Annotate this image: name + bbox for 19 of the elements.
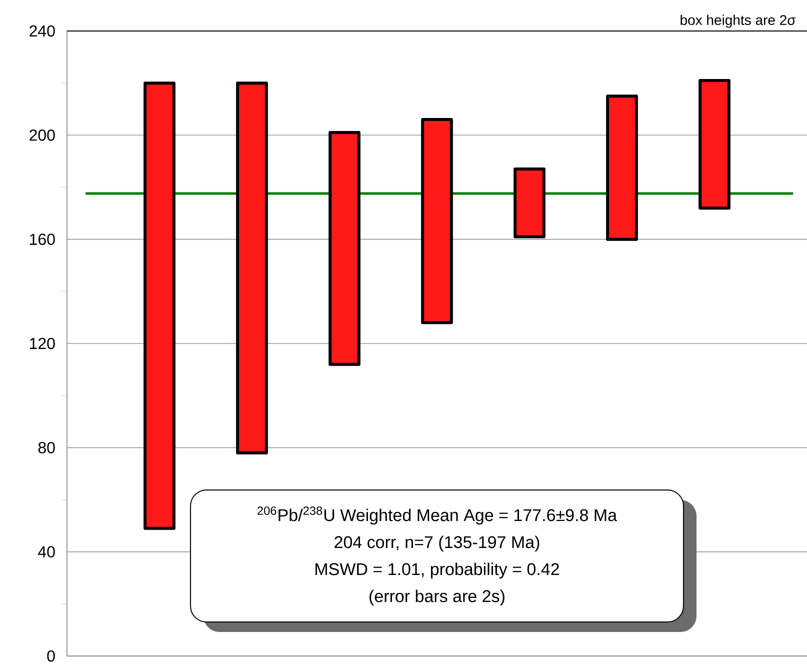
annotation: 204 corr, n=7 (135-197 Ma) [334,536,540,552]
bar [698,78,730,210]
annotation: $^{206}$Pb/$^{238}$U Weighted Mean Age = 177.6±9.8 Ma [258,506,618,525]
text: box heights are 2σ [680,14,796,28]
y-tick-label: 120 [30,338,55,350]
bar [328,131,360,366]
y-tick-label: 240 [30,25,55,37]
annotation: MSWD = 1.01, probability = 0.42 [316,562,559,579]
annotation: (error bars are 2s) [370,590,504,606]
y-tick-label: 80 [38,442,55,454]
bar [144,82,176,530]
y-tick-label: 200 [30,130,55,141]
bar [606,94,638,241]
y-tick-label: 160 [30,234,55,245]
bar [514,168,546,238]
y-tick-label: 40 [38,546,55,558]
bar [421,118,453,324]
bar [236,82,268,454]
y-tick-label: 0 [47,650,55,662]
